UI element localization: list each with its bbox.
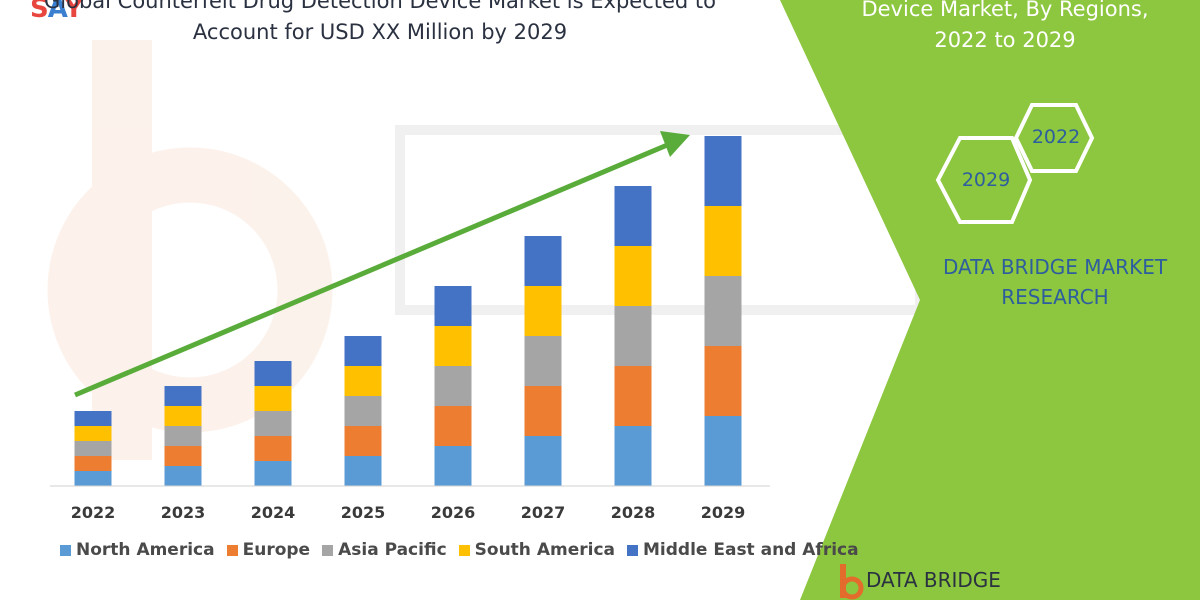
chart-title: Global Counterfeit Drug Detection Device…: [30, 0, 730, 48]
trend-arrow-head-icon: [660, 131, 690, 157]
legend-label: South America: [474, 540, 615, 560]
bar-2029-asia-pacific: [704, 276, 742, 346]
legend-item-middle-east-and-africa: Middle East and Africa: [627, 540, 859, 560]
bar-2026-asia-pacific: [434, 366, 472, 406]
chart-title-line2: Account for USD XX Million by 2029: [192, 20, 568, 44]
bar-2027-asia-pacific: [524, 336, 562, 386]
logo-letter-s: S: [30, 0, 49, 24]
bar-2026-north-america: [434, 446, 472, 486]
bar-2029-europe: [704, 346, 742, 416]
trend-arrow: [74, 131, 690, 398]
x-tick-labels: 2022 2023 2024 2025 2026 2027 2028 2029: [71, 503, 746, 522]
bar-2024-north-america: [254, 461, 292, 486]
bar-2024-europe: [254, 436, 292, 461]
legend-label: Asia Pacific: [338, 540, 447, 560]
legend-swatch: [627, 544, 638, 556]
bar-2028-asia-pacific: [614, 306, 652, 366]
bar-2028-south-america: [614, 246, 652, 306]
legend-item-europe: Europe: [226, 540, 311, 560]
hex-label-2029: 2029: [961, 169, 1011, 191]
bar-2027-middle-east-and-africa: [524, 236, 562, 286]
chart-title-line1: Global Counterfeit Drug Detection Device…: [44, 0, 716, 13]
x-tick-label-2028: 2028: [611, 503, 656, 522]
green-panel-shape: [780, 0, 1200, 600]
bar-2023-south-america: [164, 406, 202, 426]
legend-swatch: [458, 544, 470, 556]
bar-2027-south-america: [524, 286, 562, 336]
bar-2028-europe: [614, 366, 652, 426]
corner-logo: SAY: [30, 0, 83, 24]
bar-2024-asia-pacific: [254, 411, 292, 436]
bar-2028-middle-east-and-africa: [614, 186, 652, 246]
bar-2023-asia-pacific: [164, 426, 202, 446]
bar-2022-south-america: [74, 426, 112, 441]
bar-2022-asia-pacific: [74, 441, 112, 456]
bar-2024-south-america: [254, 386, 292, 411]
legend-swatch: [226, 544, 238, 556]
footer-brand: DATA BRIDGE: [866, 568, 1001, 592]
bar-2029-south-america: [704, 206, 742, 276]
bar-2025-asia-pacific: [344, 396, 382, 426]
x-tick-label-2025: 2025: [341, 503, 386, 522]
bar-2026-europe: [434, 406, 472, 446]
legend-item-north-america: North America: [60, 540, 215, 560]
bar-2025-europe: [344, 426, 382, 456]
x-tick-label-2027: 2027: [521, 503, 566, 522]
legend-item-south-america: South America: [458, 540, 615, 560]
brand-name-line2: RESEARCH: [1001, 285, 1109, 309]
bar-2022-middle-east-and-africa: [74, 411, 112, 426]
bar-2024-middle-east-and-africa: [254, 361, 292, 386]
side-panel-title-line1: Device Market, By Regions,: [861, 0, 1149, 21]
bar-2023-europe: [164, 446, 202, 466]
footer-logo-icon: [840, 564, 864, 600]
legend-label: North America: [76, 540, 215, 560]
bar-2026-middle-east-and-africa: [434, 286, 472, 326]
bar-2022-north-america: [74, 471, 112, 486]
trend-arrow-line: [74, 140, 673, 398]
side-panel-title-line2: 2022 to 2029: [934, 28, 1076, 52]
x-tick-label-2029: 2029: [701, 503, 746, 522]
brand-name-line1: DATA BRIDGE MARKET: [942, 255, 1168, 279]
logo-letter-a: A: [47, 0, 66, 24]
bar-2025-middle-east-and-africa: [344, 336, 382, 366]
bar-2025-north-america: [344, 456, 382, 486]
side-panel-title: Device Market, By Regions, 2022 to 2029: [845, 0, 1165, 56]
bar-2029-north-america: [704, 416, 742, 486]
logo-letter-y: Y: [64, 0, 83, 24]
hex-label-2022: 2022: [1031, 126, 1081, 148]
legend-swatch: [60, 544, 71, 556]
chart-legend: North America Europe Asia Pacific South Ame…: [60, 540, 859, 560]
x-tick-label-2026: 2026: [431, 503, 476, 522]
hexagon-2029-icon: [935, 136, 1033, 224]
brand-name: DATA BRIDGE MARKET RESEARCH: [930, 252, 1180, 312]
x-tick-label-2023: 2023: [161, 503, 206, 522]
legend-item-asia-pacific: Asia Pacific: [322, 540, 447, 560]
x-tick-label-2022: 2022: [71, 503, 116, 522]
legend-swatch: [322, 544, 334, 556]
bar-2027-north-america: [524, 436, 562, 486]
hexagon-2022-icon: [1013, 103, 1095, 173]
bar-2026-south-america: [434, 326, 472, 366]
bars-group: [74, 136, 742, 486]
bar-2023-north-america: [164, 466, 202, 486]
bar-2023-middle-east-and-africa: [164, 386, 202, 406]
legend-label: Europe: [242, 540, 311, 560]
bar-2027-europe: [524, 386, 562, 436]
bar-2025-south-america: [344, 366, 382, 396]
bar-2028-north-america: [614, 426, 652, 486]
legend-label: Middle East and Africa: [643, 540, 859, 560]
bar-2022-europe: [74, 456, 112, 471]
x-tick-label-2024: 2024: [251, 503, 296, 522]
bar-2029-middle-east-and-africa: [704, 136, 742, 206]
